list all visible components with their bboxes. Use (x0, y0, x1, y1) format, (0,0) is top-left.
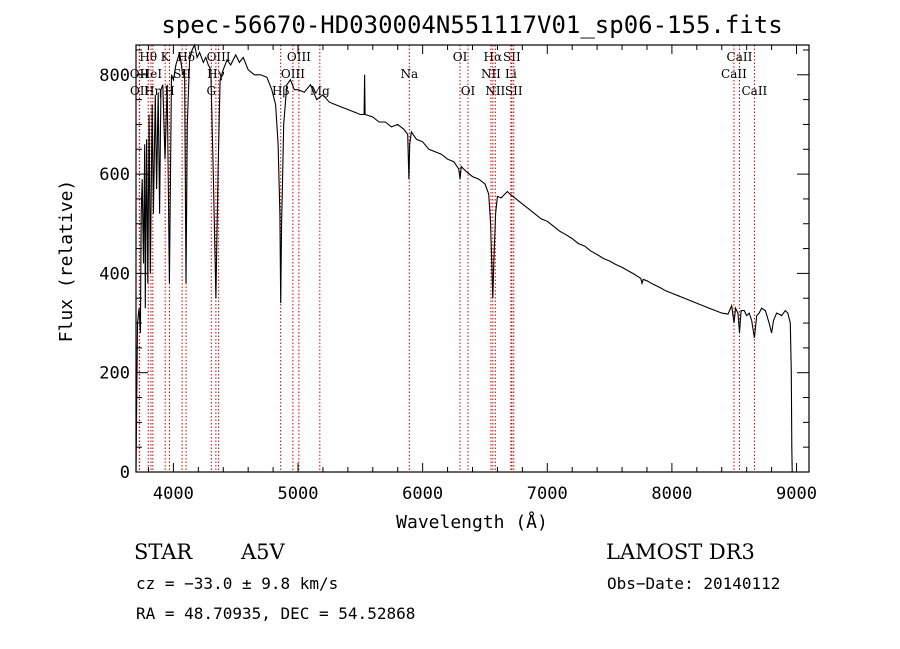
annotation-label: K (161, 50, 171, 64)
annotation-label: OIII (207, 50, 231, 64)
annotation-label: Na (400, 67, 418, 81)
annotation-label: Hη (144, 84, 162, 98)
y-tick-label: 600 (99, 165, 130, 185)
redshift-velocity: cz = −33.0 ± 9.8 km/s (136, 574, 339, 593)
x-tick-label: 8000 (651, 484, 692, 504)
annotation-label: Li (505, 67, 517, 81)
y-axis: 0 200 400 600 800 (99, 49, 809, 483)
annotation-label: OIII (281, 67, 305, 81)
subclass: A5V (241, 540, 285, 564)
survey-name: LAMOST DR3 (606, 540, 755, 564)
x-tick-label: 6000 (402, 484, 443, 504)
annotation-label: H (164, 84, 174, 98)
x-tick-label: 7000 (527, 484, 568, 504)
annotation-label: CaII (741, 84, 767, 98)
y-axis-label: Flux (relative) (56, 180, 77, 343)
y-tick-label: 200 (99, 364, 130, 384)
annotation-label: HeI (140, 67, 163, 81)
annotation-label: CaII (727, 50, 753, 64)
observation-date: Obs−Date: 20140112 (607, 574, 781, 593)
object-type: STAR (134, 540, 193, 564)
annotation-label: NII (481, 67, 501, 81)
x-axis-label: Wavelength (Å) (396, 511, 548, 533)
annotation-label: OI (453, 50, 468, 64)
x-tick-label: 9000 (776, 484, 817, 504)
annotation-label: SII (505, 84, 523, 98)
annotation-label: Hα (484, 50, 503, 64)
coordinates: RA = 48.70935, DEC = 54.52868 (136, 604, 416, 623)
annotation-label: Hθ (139, 50, 157, 64)
annotation-label: Hδ (177, 50, 195, 64)
y-tick-label: 400 (99, 264, 130, 284)
plot-frame (135, 44, 810, 473)
spectrum-line (135, 43, 793, 473)
y-tick-label: 800 (99, 66, 130, 86)
annotation-label: SII (503, 50, 521, 64)
annotation-label: NII (485, 84, 505, 98)
annotation-label: OI (461, 84, 476, 98)
y-tick-label: 0 (120, 463, 130, 483)
annotation-label: Hβ (272, 84, 289, 98)
annotation-label: OII (130, 84, 150, 98)
x-tick-label: 5000 (278, 484, 319, 504)
annotation-label: OIII (287, 50, 311, 64)
chart-title: spec-56670-HD030004N551117V01_sp06-155.f… (161, 11, 782, 39)
x-axis: 4000 5000 6000 7000 8000 9000 (147, 45, 817, 504)
annotation-label: CaII (721, 67, 747, 81)
x-tick-label: 4000 (153, 484, 194, 504)
